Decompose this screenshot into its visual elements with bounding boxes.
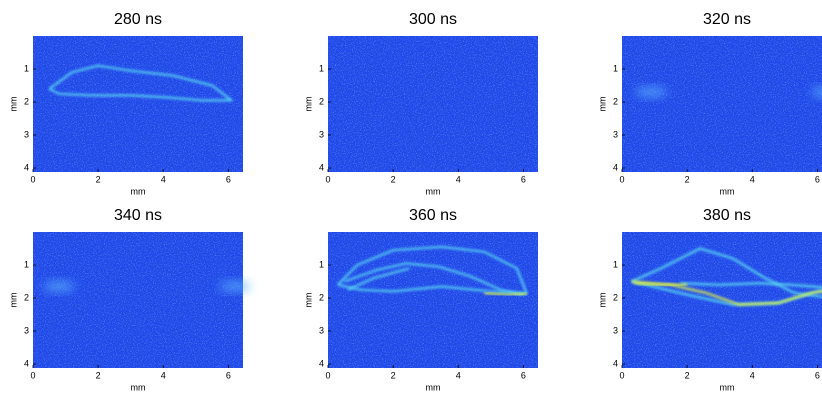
- y-axis-label: mm: [8, 293, 18, 308]
- y-axis-label: mm: [8, 97, 18, 112]
- panel: 300 ns 0 2 4 6 1 2 3 4 mm mm: [303, 11, 538, 196]
- x-tick-label: 0: [619, 370, 624, 380]
- y-tick-label: 3: [319, 325, 324, 335]
- y-tick-label: 2: [613, 292, 618, 302]
- signal-trace: [680, 282, 822, 289]
- y-axis-label: mm: [303, 293, 313, 308]
- y-axis-label: mm: [597, 97, 607, 112]
- panel-title: 360 ns: [409, 207, 457, 224]
- x-axis-label: mm: [426, 382, 441, 392]
- y-tick-label: 4: [319, 162, 324, 172]
- y-axis-label: mm: [303, 97, 313, 112]
- signal-trace: [347, 267, 410, 291]
- y-tick-label: 4: [24, 358, 29, 368]
- image-noise: [328, 36, 538, 172]
- y-tick-label: 1: [319, 259, 324, 269]
- x-tick-label: 4: [161, 174, 166, 184]
- x-axis-label: mm: [131, 382, 146, 392]
- y-tick-label: 4: [319, 358, 324, 368]
- x-tick-label: 4: [456, 174, 461, 184]
- x-tick-label: 6: [815, 174, 820, 184]
- x-tick-label: 2: [96, 174, 101, 184]
- panel: 320 ns 0 2 4 6 1 2 3 4 mm mm: [597, 11, 822, 196]
- y-tick-label: 4: [613, 358, 618, 368]
- x-tick-label: 6: [521, 174, 526, 184]
- x-tick-label: 0: [30, 174, 35, 184]
- x-tick-label: 6: [815, 370, 820, 380]
- y-tick-label: 1: [24, 63, 29, 73]
- y-tick-label: 3: [613, 129, 618, 139]
- x-tick-label: 2: [685, 370, 690, 380]
- x-tick-label: 0: [30, 370, 35, 380]
- y-tick-label: 2: [24, 96, 29, 106]
- panel: 380 ns 0 2 4 6 1 2 3 4 mm mm: [597, 207, 822, 392]
- x-tick-label: 6: [226, 174, 231, 184]
- y-tick-label: 3: [319, 129, 324, 139]
- panel: 360 ns 0 2 4 6 1 2 3 4 mm mm: [303, 207, 538, 392]
- panel-title: 380 ns: [703, 207, 751, 224]
- x-tick-label: 2: [96, 370, 101, 380]
- image-noise: [622, 36, 822, 172]
- y-tick-label: 1: [613, 259, 618, 269]
- haze: [811, 87, 822, 97]
- y-tick-label: 4: [613, 162, 618, 172]
- signal-trace: [343, 262, 524, 296]
- x-tick-label: 6: [521, 370, 526, 380]
- x-axis-label: mm: [720, 382, 735, 392]
- haze: [218, 281, 251, 292]
- x-tick-label: 4: [750, 370, 755, 380]
- y-tick-label: 3: [613, 325, 618, 335]
- x-tick-label: 2: [391, 370, 396, 380]
- image-noise: [328, 232, 538, 368]
- panel-title: 280 ns: [114, 11, 162, 28]
- y-axis-label: mm: [597, 293, 607, 308]
- haze: [635, 87, 668, 98]
- x-tick-label: 4: [161, 370, 166, 380]
- x-tick-label: 2: [391, 174, 396, 184]
- signal-trace: [48, 64, 233, 102]
- signal-trace: [337, 245, 528, 295]
- panel-title: 320 ns: [703, 11, 751, 28]
- signal-peak: [484, 292, 527, 296]
- image-noise: [33, 232, 243, 368]
- panel: 280 ns 0 2 4 6 1 2 3 4 mm mm: [8, 11, 243, 196]
- x-tick-label: 0: [619, 174, 624, 184]
- y-tick-label: 4: [24, 162, 29, 172]
- y-tick-label: 2: [319, 96, 324, 106]
- haze: [43, 281, 76, 292]
- y-tick-label: 1: [24, 259, 29, 269]
- x-tick-label: 0: [325, 370, 330, 380]
- image-noise: [33, 36, 243, 172]
- y-tick-label: 3: [24, 325, 29, 335]
- y-tick-label: 2: [613, 96, 618, 106]
- y-tick-label: 1: [319, 63, 324, 73]
- x-tick-label: 4: [750, 174, 755, 184]
- signal-trace: [631, 247, 822, 298]
- x-axis-label: mm: [720, 186, 735, 196]
- panel: 340 ns 0 2 4 6 1 2 3 4 mm mm: [8, 207, 251, 392]
- x-tick-label: 6: [226, 370, 231, 380]
- panel-title: 300 ns: [409, 11, 457, 28]
- y-tick-label: 3: [24, 129, 29, 139]
- x-tick-label: 2: [685, 174, 690, 184]
- y-tick-label: 2: [319, 292, 324, 302]
- signal-peak: [634, 282, 688, 286]
- x-axis-label: mm: [426, 186, 441, 196]
- panel-title: 340 ns: [114, 207, 162, 224]
- x-axis-label: mm: [131, 186, 146, 196]
- y-tick-label: 2: [24, 292, 29, 302]
- x-tick-label: 0: [325, 174, 330, 184]
- y-tick-label: 1: [613, 63, 618, 73]
- x-tick-label: 4: [456, 370, 461, 380]
